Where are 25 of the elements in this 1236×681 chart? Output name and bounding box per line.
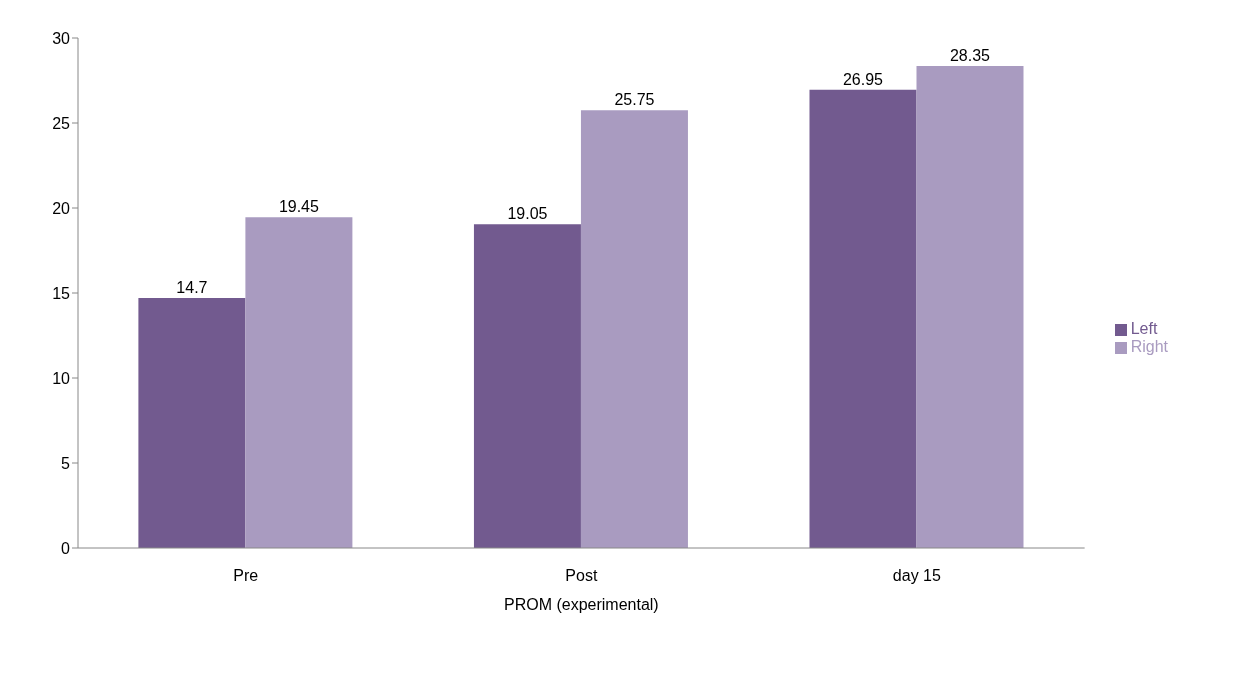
bar [473, 224, 581, 548]
bar [138, 298, 246, 548]
legend-label: Left [1130, 320, 1158, 337]
bar [809, 89, 917, 548]
data-label: 19.45 [278, 198, 320, 216]
x-tick-label: day 15 [892, 567, 941, 585]
bar [245, 217, 353, 548]
x-tick-label: Pre [233, 567, 259, 585]
data-label: 19.05 [507, 205, 548, 223]
x-tick-label: Post [565, 567, 598, 585]
data-label: 28.35 [949, 47, 991, 65]
y-tick-label: 10 [52, 369, 71, 387]
y-tick-label: 0 [61, 539, 71, 557]
data-label: 26.95 [842, 70, 884, 88]
legend-label: Right [1130, 338, 1168, 355]
data-label: 25.75 [614, 91, 655, 109]
bar [580, 110, 688, 548]
bar [916, 66, 1024, 548]
x-axis-title: PROM (experimental) [503, 596, 659, 613]
y-tick-label: 20 [52, 199, 71, 217]
y-tick-label: 30 [52, 29, 71, 47]
y-tick-label: 15 [52, 284, 71, 302]
y-tick-label: 5 [61, 454, 71, 472]
data-label: 14.7 [176, 279, 208, 297]
y-tick-label: 25 [52, 114, 71, 132]
